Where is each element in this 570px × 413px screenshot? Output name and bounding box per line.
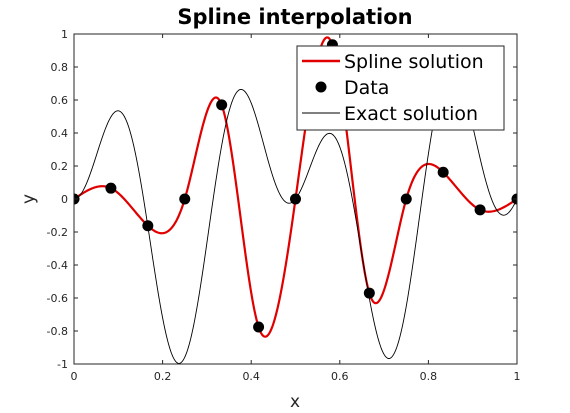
y-tick-label: 1 <box>61 28 68 41</box>
x-tick-label: 0.2 <box>154 370 172 383</box>
data-point <box>437 166 449 178</box>
data-point <box>105 182 117 194</box>
data-point <box>253 321 265 333</box>
data-point <box>216 99 228 111</box>
ticks-layer: 0 0.2 0.4 0.6 0.8 1 -1 -0.8 -0.6 -0.4 -0.2 0 0.2 0.4 0… <box>47 28 521 383</box>
x-tick-label: 0.8 <box>420 370 438 383</box>
legend-swatch-data <box>315 81 327 93</box>
data-point <box>400 193 412 205</box>
data-point <box>179 193 191 205</box>
data-point <box>290 193 301 205</box>
y-tick-label: 0.8 <box>51 61 69 74</box>
legend-label-data: Data <box>344 77 389 99</box>
y-tick-label: -0.8 <box>47 325 68 338</box>
data-point <box>474 204 486 216</box>
y-tick-label: -0.6 <box>47 292 68 305</box>
y-tick-label: -1 <box>57 358 68 371</box>
x-tick-label: 1 <box>514 370 521 383</box>
chart-title: Spline interpolation <box>177 5 412 29</box>
x-tick-label: 0 <box>71 370 78 383</box>
x-axis-label: x <box>290 392 300 412</box>
y-tick-label: 0.2 <box>51 160 69 173</box>
legend: Spline solution Data Exact solution <box>296 45 505 131</box>
series-layer <box>74 36 517 364</box>
y-tick-label: 0 <box>61 193 68 206</box>
y-tick-label: -0.4 <box>47 259 68 272</box>
y-axis-label: y <box>19 194 39 204</box>
x-tick-label: 0.6 <box>331 370 349 383</box>
legend-label-spline: Spline solution <box>344 51 484 73</box>
y-tick-label: 0.6 <box>51 94 69 107</box>
legend-label-exact: Exact solution <box>344 103 478 125</box>
data-point <box>363 287 375 299</box>
data-point <box>142 220 154 232</box>
y-tick-label: -0.2 <box>47 226 68 239</box>
x-tick-label: 0.4 <box>242 370 260 383</box>
y-tick-label: 0.4 <box>51 127 69 140</box>
